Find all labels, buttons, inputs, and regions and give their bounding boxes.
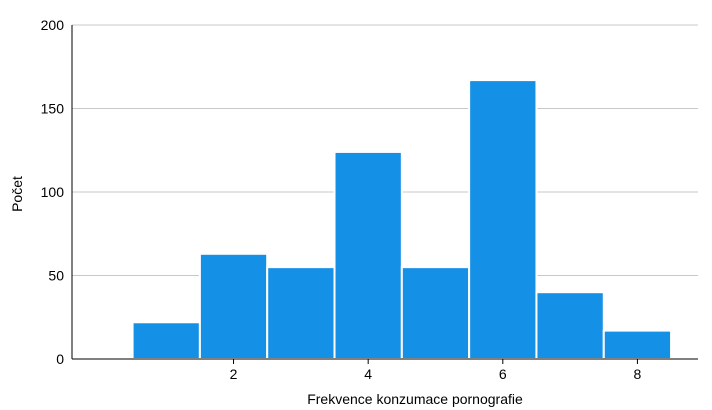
y-tick-label: 50	[48, 268, 64, 284]
bars	[131, 79, 673, 361]
x-tick-label: 2	[230, 366, 238, 382]
x-tick-label: 4	[364, 366, 372, 382]
bar-8	[602, 329, 673, 360]
bar-7	[535, 291, 605, 361]
y-tick-label: 100	[41, 184, 65, 200]
x-tick-label: 8	[634, 366, 642, 382]
x-axis-title: Frekvence konzumace pornografie	[307, 391, 523, 407]
bar-3	[266, 266, 336, 360]
bar-4	[333, 150, 403, 360]
bar-5	[400, 266, 471, 360]
x-tick-label: 6	[499, 366, 507, 382]
bar-2	[198, 252, 269, 360]
y-axis-title: Počet	[9, 176, 25, 212]
axes	[71, 25, 698, 360]
bar-1	[131, 321, 201, 361]
y-tick-label: 150	[41, 101, 65, 117]
x-tick-labels: 2 4 6 8	[230, 359, 642, 382]
bar-6	[468, 79, 538, 361]
y-tick-label: 200	[41, 17, 65, 33]
y-tick-labels: 0 50 100 150 200	[41, 17, 65, 367]
y-tick-label: 0	[56, 351, 64, 367]
